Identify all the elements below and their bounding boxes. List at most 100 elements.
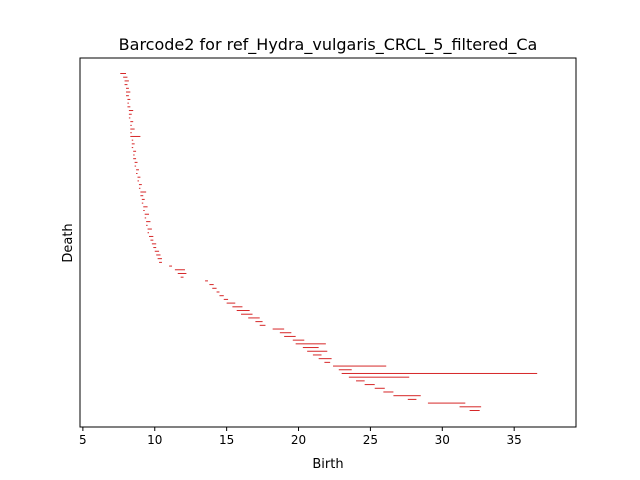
barcode-bar [157, 258, 162, 260]
barcode-bar [130, 132, 132, 134]
barcode-bar [169, 265, 173, 267]
barcode-bar [318, 358, 332, 360]
barcode-bar [338, 369, 352, 371]
barcode-bar [141, 202, 144, 204]
barcode-bar [126, 95, 129, 97]
barcode-bar [128, 117, 131, 119]
plot-frame [79, 57, 577, 428]
barcode-bar [127, 106, 131, 108]
barcode-bar [144, 213, 150, 215]
barcode-bar [383, 391, 394, 393]
barcode-bar [364, 384, 375, 386]
barcode-bar [138, 187, 141, 189]
x-axis-ticks: 5 10 15 20 25 30 35 [79, 427, 522, 447]
barcode-bar [324, 361, 331, 363]
barcode-bar [137, 176, 141, 178]
barcode-bar [427, 402, 466, 404]
x-tick-label: 25 [363, 433, 378, 447]
barcode-bar [144, 217, 147, 219]
barcode-bar [143, 206, 148, 208]
barcode-bar [130, 135, 141, 137]
barcode-bar [205, 280, 208, 282]
barcode-bar [333, 365, 387, 367]
barcode-bar [259, 324, 266, 326]
y-axis-label: Death [61, 223, 76, 262]
barcode-bar [130, 124, 132, 126]
barcode-bar [348, 376, 410, 378]
barcode-bar [131, 139, 134, 141]
barcode-bar [209, 284, 214, 286]
barcode-bar [374, 387, 385, 389]
barcode-bar [279, 332, 292, 334]
barcode-bar [141, 198, 145, 200]
barcode-bar [138, 184, 142, 186]
barcode-bar [219, 295, 224, 297]
barcode-bar [140, 195, 144, 197]
barcode-bar [127, 98, 131, 100]
barcode-bar [307, 350, 328, 352]
barcode-bar [131, 143, 135, 145]
barcode-bar [212, 287, 217, 289]
barcode-bar [130, 128, 135, 130]
barcode-bar [143, 210, 145, 212]
barcode-bar [126, 87, 129, 89]
barcode-bar [241, 313, 253, 315]
barcode-bar [146, 224, 148, 226]
barcode-bar [356, 380, 365, 382]
x-tick-label: 15 [219, 433, 234, 447]
barcode-bar [120, 73, 127, 74]
x-axis-label: Birth [312, 457, 343, 472]
barcode-bar [133, 154, 135, 156]
barcode-bar [177, 272, 187, 274]
barcode-bar [130, 121, 134, 123]
barcode-bar [150, 239, 154, 241]
barcode-bar [272, 328, 285, 330]
barcode-bar [393, 395, 421, 397]
barcode-bar [226, 302, 236, 304]
barcode-bar [134, 161, 138, 163]
barcode-bar [151, 243, 157, 245]
barcode-bars [120, 73, 538, 411]
barcode-bar [407, 398, 417, 400]
barcode-bar [133, 158, 137, 160]
barcode-bar [216, 291, 220, 293]
barcode-bar [153, 247, 157, 249]
barcode-bar [149, 235, 154, 237]
barcode-bar [137, 180, 139, 182]
barcode-bar [236, 310, 250, 312]
barcode-bar [147, 232, 150, 234]
barcode-bar [123, 76, 128, 78]
barcode-bar [284, 335, 296, 337]
barcode-bar [124, 80, 129, 82]
barcode-bar [159, 261, 162, 263]
barcode-bar [312, 354, 322, 356]
barcode-bar [128, 113, 132, 115]
x-tick-label: 5 [79, 433, 87, 447]
barcode-bar [223, 298, 229, 300]
barcode-bar [232, 306, 243, 308]
barcode-bar [134, 165, 137, 167]
barcode-bar [292, 339, 305, 341]
barcode-bar [255, 321, 263, 323]
barcode-bar [136, 169, 139, 171]
barcode-bar [469, 410, 480, 411]
barcode-bar [248, 317, 260, 319]
barcode-bar [156, 254, 161, 256]
barcode-bar [295, 343, 326, 345]
barcode-bar [174, 269, 185, 271]
barcode-bar [124, 84, 128, 86]
barcode-bar [341, 372, 538, 374]
barcode-bar [140, 191, 147, 193]
barcode-bar [127, 102, 129, 104]
x-tick-label: 30 [435, 433, 450, 447]
barcode-bar [180, 276, 184, 278]
barcode-bar [302, 347, 319, 349]
chart-title: Barcode2 for ref_Hydra_vulgaris_CRCL_5_f… [119, 35, 538, 55]
barcode-bar [133, 150, 137, 152]
x-tick-label: 10 [147, 433, 162, 447]
barcode-bar [459, 406, 482, 408]
barcode-bar [126, 91, 131, 93]
x-tick-label: 20 [291, 433, 306, 447]
x-tick-label: 35 [507, 433, 522, 447]
